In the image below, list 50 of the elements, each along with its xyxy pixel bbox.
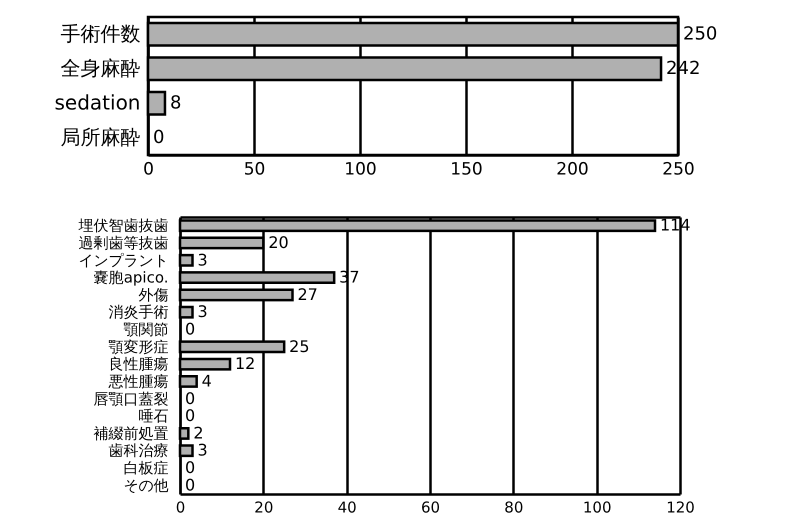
x-tick-label: 0 [143, 160, 154, 180]
y-tick-label: 嚢胞apico. [94, 268, 168, 287]
data-label: 25 [289, 336, 310, 356]
y-tick-label: 手術件数 [60, 21, 140, 46]
x-tick-label: 0 [176, 498, 186, 516]
data-label: 0 [185, 388, 196, 408]
y-tick-label: 外傷 [138, 286, 168, 304]
data-label: 27 [298, 284, 318, 304]
y-tick-label: 唾石 [138, 407, 168, 426]
y-tick-label: 顎変形症 [108, 338, 168, 356]
y-tick-label: 全身麻酔 [60, 56, 140, 80]
data-label: 20 [268, 232, 289, 252]
y-tick-label: その他 [124, 476, 168, 494]
y-tick-label: 良性腫瘍 [108, 355, 168, 374]
x-tick-label: 60 [420, 498, 440, 516]
data-label: 0 [185, 458, 196, 478]
x-tick-label: 250 [662, 160, 695, 180]
y-tick-label: 唇顎口蓋裂 [94, 390, 168, 408]
data-label: 0 [153, 126, 164, 148]
y-tick-label: 白板症 [124, 459, 168, 478]
data-label: 2 [193, 423, 204, 442]
data-label: 4 [202, 371, 212, 390]
x-tick-label: 200 [556, 160, 589, 180]
x-tick-label: 100 [582, 498, 612, 516]
x-tick-label: 40 [338, 498, 357, 516]
data-label: 3 [198, 250, 208, 270]
y-tick-label: 歯科治療 [108, 442, 168, 460]
data-label: 0 [185, 475, 196, 494]
y-tick-label: 過剰歯等抜歯 [78, 234, 168, 252]
data-label: 12 [235, 354, 256, 374]
x-tick-label: 120 [666, 498, 695, 516]
y-tick-label: インプラント [78, 251, 168, 270]
x-tick-label: 150 [450, 160, 483, 180]
x-tick-label: 50 [244, 160, 266, 180]
data-label: 8 [170, 92, 182, 114]
data-label: 0 [185, 320, 196, 339]
data-label: 3 [198, 302, 208, 322]
x-tick-label: 80 [504, 498, 524, 516]
data-label: 0 [185, 406, 196, 426]
x-tick-label: 20 [254, 498, 274, 516]
y-tick-label: 顎関節 [124, 320, 168, 339]
x-tick-label: 100 [344, 160, 377, 180]
y-tick-label: 悪性腫瘍 [108, 372, 168, 390]
y-tick-label: 埋伏智歯抜歯 [78, 216, 168, 235]
y-tick-label: 消炎手術 [108, 303, 168, 322]
y-tick-label: 補綴前処置 [94, 424, 168, 442]
y-tick-label: 局所麻酔 [60, 124, 140, 149]
data-label: 250 [683, 23, 718, 44]
y-tick-label: sedation [54, 90, 140, 114]
data-label: 3 [198, 440, 208, 460]
